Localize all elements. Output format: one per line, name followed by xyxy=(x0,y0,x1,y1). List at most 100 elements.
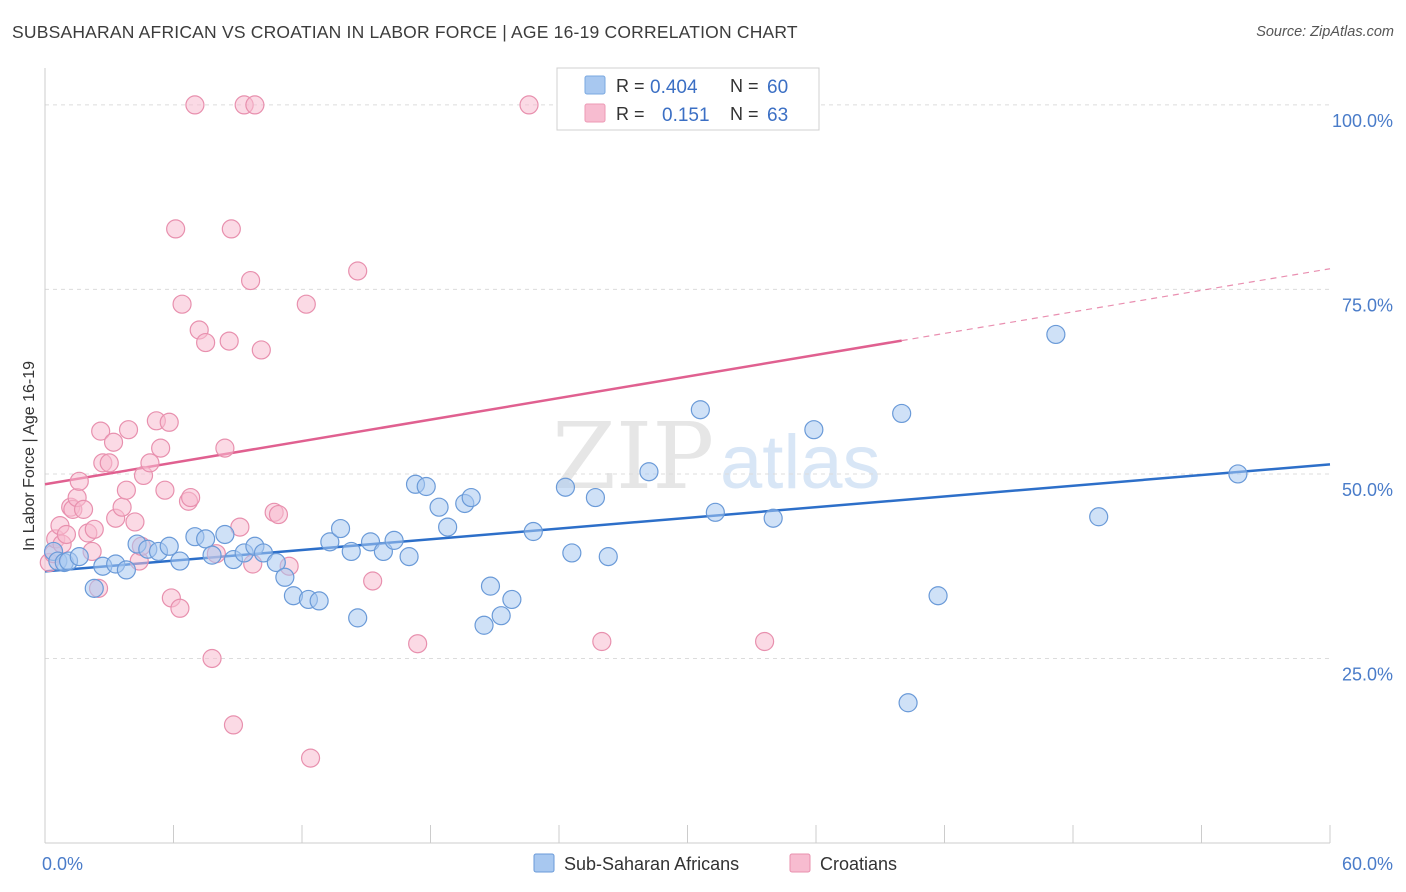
x-tick-labels: 0.0% 60.0% xyxy=(42,854,1393,874)
point-subsaharan-38 xyxy=(438,517,458,537)
point-subsaharan-37 xyxy=(429,497,449,517)
point-croatian-31 xyxy=(159,412,179,432)
point-subsaharan-44 xyxy=(502,589,522,610)
trend-line-extension-2 xyxy=(901,268,1331,342)
point-subsaharan-60 xyxy=(1228,464,1248,484)
series-legend: Sub-Saharan Africans Croatians xyxy=(533,853,897,874)
point-subsaharan-45 xyxy=(523,521,543,542)
point-croatian-63 xyxy=(754,631,775,652)
point-croatian-23 xyxy=(125,512,145,532)
y-axis-label: In Labor Force | Age 16-19 xyxy=(21,361,38,551)
legend-swatch-2 xyxy=(584,103,606,123)
point-subsaharan-47 xyxy=(562,543,582,563)
series-legend-swatch-1 xyxy=(533,853,555,873)
point-subsaharan-16 xyxy=(202,545,222,565)
chart-title: SUBSAHARAN AFRICAN VS CROATIAN IN LABOR … xyxy=(12,22,798,42)
data-points xyxy=(39,95,1248,768)
point-croatian-27 xyxy=(140,453,160,473)
point-subsaharan-5 xyxy=(84,578,104,598)
point-subsaharan-17 xyxy=(215,524,235,545)
series-legend-label-2: Croatians xyxy=(820,854,897,874)
watermark: ZIP atlas xyxy=(552,403,881,510)
point-croatian-18 xyxy=(103,432,124,452)
y-tick-label-3: 100.0% xyxy=(1332,111,1393,131)
point-subsaharan-15 xyxy=(196,529,216,549)
y-tick-labels: 25.0% 50.0% 75.0% 100.0% xyxy=(1332,111,1393,685)
legend-r-value-1: 0.404 xyxy=(650,77,698,98)
y-tick-label-0: 25.0% xyxy=(1342,664,1393,684)
point-croatian-44 xyxy=(219,331,239,351)
x-tick-label-1: 60.0% xyxy=(1342,854,1393,874)
point-subsaharan-58 xyxy=(1046,324,1066,345)
point-croatian-52 xyxy=(251,340,271,360)
point-subsaharan-23 xyxy=(275,567,295,587)
grid xyxy=(45,104,1330,659)
point-subsaharan-30 xyxy=(348,608,368,628)
point-subsaharan-22 xyxy=(266,552,286,573)
point-croatian-13 xyxy=(84,519,104,539)
point-subsaharan-31 xyxy=(360,532,381,552)
point-subsaharan-41 xyxy=(474,615,494,635)
point-subsaharan-26 xyxy=(309,591,329,611)
point-croatian-56 xyxy=(296,294,316,314)
point-subsaharan-28 xyxy=(330,518,351,539)
point-subsaharan-49 xyxy=(598,547,618,567)
legend-n-label-2: N = xyxy=(730,104,759,124)
x-tick-label-0: 0.0% xyxy=(42,854,83,874)
point-croatian-60 xyxy=(408,634,428,654)
point-croatian-35 xyxy=(172,294,192,314)
point-croatian-62 xyxy=(592,631,612,652)
point-croatian-20 xyxy=(112,497,132,517)
legend-r-value-2: 0.151 xyxy=(662,105,710,126)
point-subsaharan-42 xyxy=(480,576,501,596)
point-croatian-57 xyxy=(300,748,321,768)
legend-n-value-2: 63 xyxy=(767,105,788,126)
point-subsaharan-53 xyxy=(763,508,783,528)
point-croatian-45 xyxy=(221,219,241,239)
point-croatian-37 xyxy=(181,487,201,508)
axes xyxy=(44,68,1331,844)
point-croatian-22 xyxy=(118,420,139,440)
point-subsaharan-13 xyxy=(170,551,190,571)
point-croatian-33 xyxy=(166,219,186,239)
point-subsaharan-21 xyxy=(253,543,274,563)
watermark-atlas: atlas xyxy=(720,420,881,505)
point-subsaharan-54 xyxy=(804,420,824,440)
point-croatian-21 xyxy=(116,480,136,500)
point-croatian-54 xyxy=(268,504,289,525)
point-subsaharan-59 xyxy=(1089,507,1109,527)
chart-source: Source: ZipAtlas.com xyxy=(1256,24,1394,40)
legend-swatch-1 xyxy=(584,75,606,95)
point-subsaharan-48 xyxy=(585,487,606,508)
trend-line-2 xyxy=(44,339,902,486)
point-subsaharan-29 xyxy=(341,541,361,562)
point-subsaharan-50 xyxy=(639,462,659,482)
point-subsaharan-52 xyxy=(705,502,725,522)
point-croatian-41 xyxy=(202,648,222,669)
point-croatian-58 xyxy=(348,261,368,281)
point-croatian-29 xyxy=(151,438,171,458)
watermark-zip: ZIP xyxy=(552,403,714,510)
point-croatian-49 xyxy=(241,270,261,291)
point-subsaharan-43 xyxy=(491,606,511,626)
legend-r-label-1: R = xyxy=(616,76,645,96)
legend: R = 0.404 N = 60 R = 0.151 N = 63 xyxy=(556,67,820,131)
point-subsaharan-36 xyxy=(416,476,436,497)
y-tick-label-1: 50.0% xyxy=(1342,480,1393,500)
point-subsaharan-40 xyxy=(461,487,481,508)
point-croatian-61 xyxy=(519,95,539,115)
point-croatian-17 xyxy=(99,453,119,473)
point-croatian-30 xyxy=(155,480,175,500)
legend-n-value-1: 60 xyxy=(767,77,788,98)
point-subsaharan-34 xyxy=(399,547,419,567)
point-subsaharan-8 xyxy=(116,560,136,580)
y-tick-label-2: 75.0% xyxy=(1342,295,1393,315)
legend-r-label-2: R = xyxy=(616,104,645,124)
point-croatian-10 xyxy=(73,499,94,519)
point-croatian-34 xyxy=(170,598,190,618)
point-subsaharan-55 xyxy=(892,403,912,424)
point-croatian-46 xyxy=(223,715,244,735)
point-subsaharan-56 xyxy=(898,693,918,713)
series-legend-swatch-2 xyxy=(789,853,811,873)
